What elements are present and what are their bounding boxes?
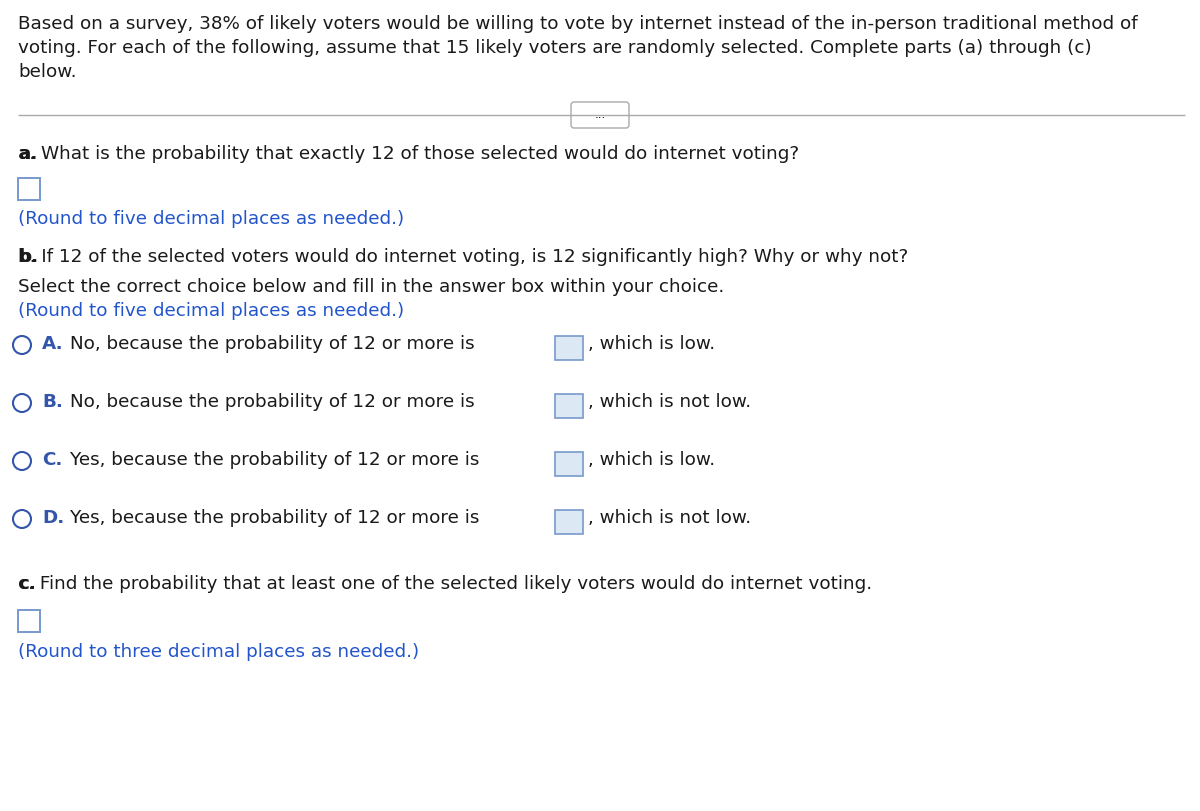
Text: (Round to three decimal places as needed.): (Round to three decimal places as needed… [18,643,419,661]
FancyBboxPatch shape [18,178,40,200]
Text: Select the correct choice below and fill in the answer box within your choice.: Select the correct choice below and fill… [18,278,725,296]
Text: B.: B. [42,393,62,411]
FancyBboxPatch shape [554,510,583,534]
Circle shape [13,336,31,354]
Text: a.: a. [18,145,37,163]
Text: , which is not low.: , which is not low. [588,393,751,411]
Text: Yes, because the probability of 12 or more is: Yes, because the probability of 12 or mo… [70,451,479,469]
Text: voting. For each of the following, assume that 15 likely voters are randomly sel: voting. For each of the following, assum… [18,39,1092,57]
Text: , which is low.: , which is low. [588,451,715,469]
Text: Based on a survey, 38% of likely voters would be willing to vote by internet ins: Based on a survey, 38% of likely voters … [18,15,1138,33]
Text: b.: b. [18,248,38,266]
Text: below.: below. [18,63,77,81]
Text: A.: A. [42,335,64,353]
Text: D.: D. [42,509,65,527]
FancyBboxPatch shape [554,394,583,418]
Text: No, because the probability of 12 or more is: No, because the probability of 12 or mor… [70,335,475,353]
FancyBboxPatch shape [18,610,40,632]
Text: b. If 12 of the selected voters would do internet voting, is 12 significantly hi: b. If 12 of the selected voters would do… [18,248,908,266]
Text: (Round to five decimal places as needed.): (Round to five decimal places as needed.… [18,302,404,320]
Circle shape [13,394,31,412]
Text: C.: C. [42,451,62,469]
FancyBboxPatch shape [571,102,629,128]
Text: (Round to five decimal places as needed.): (Round to five decimal places as needed.… [18,210,404,228]
Text: , which is low.: , which is low. [588,335,715,353]
FancyBboxPatch shape [554,336,583,360]
Text: ...: ... [594,109,606,122]
Text: , which is not low.: , which is not low. [588,509,751,527]
Text: c. Find the probability that at least one of the selected likely voters would do: c. Find the probability that at least on… [18,575,872,593]
Text: c.: c. [18,575,36,593]
Text: Yes, because the probability of 12 or more is: Yes, because the probability of 12 or mo… [70,509,479,527]
Circle shape [13,452,31,470]
Circle shape [13,510,31,528]
FancyBboxPatch shape [554,452,583,476]
Text: a. What is the probability that exactly 12 of those selected would do internet v: a. What is the probability that exactly … [18,145,799,163]
Text: No, because the probability of 12 or more is: No, because the probability of 12 or mor… [70,393,475,411]
